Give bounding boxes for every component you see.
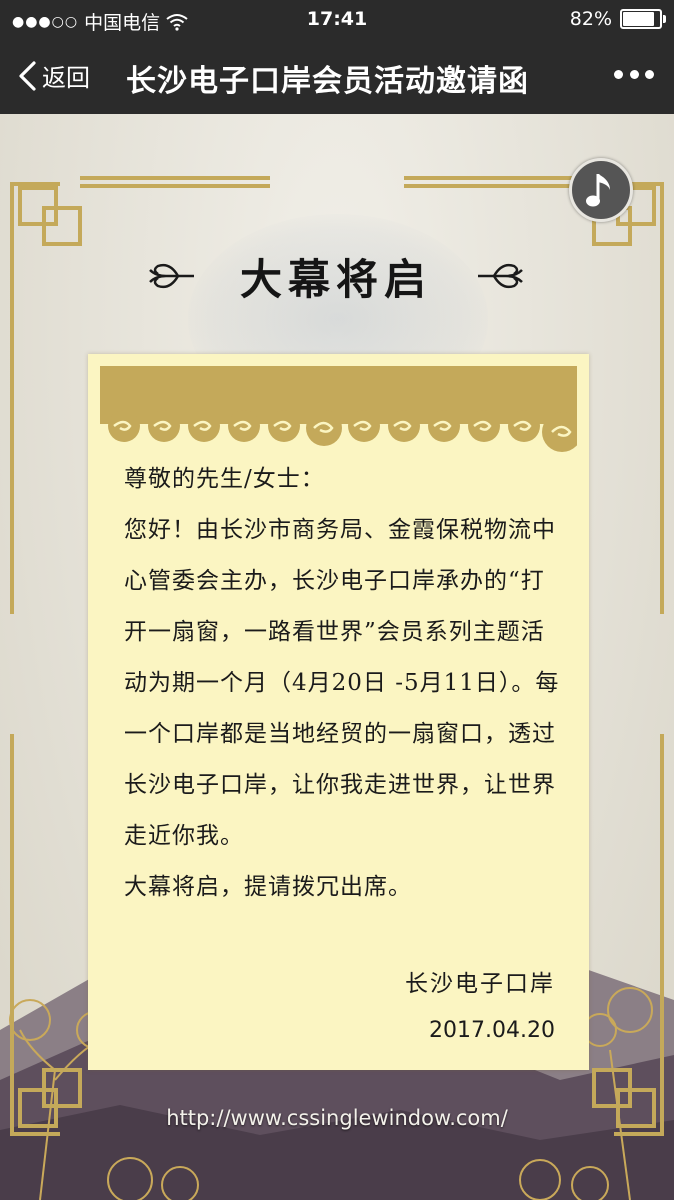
page-title: 长沙电子口岸会员活动邀请函 (126, 64, 529, 99)
more-button[interactable] (614, 64, 654, 84)
wifi-icon (166, 13, 188, 31)
letter-greeting: 尊敬的先生/女士： (124, 466, 325, 492)
website-link[interactable]: http://www.cssinglewindow.com/ (166, 1106, 508, 1130)
card-top-band (100, 366, 577, 414)
back-button[interactable]: 返回 (16, 58, 90, 93)
battery-fill (623, 12, 655, 26)
nav-bar: 返回 长沙电子口岸会员活动邀请函 (0, 40, 674, 114)
carrier-label: 中国电信 (84, 12, 161, 34)
more-dot (629, 69, 639, 79)
letter-body: 尊敬的先生/女士： 您好！由长沙市商务局、金霞保税物流中心管委会主办，长沙电子口… (124, 454, 564, 913)
status-left: ●●●○○ 中国电信 (12, 8, 188, 35)
more-dot (614, 69, 623, 79)
music-note-icon (586, 174, 610, 207)
invitation-content[interactable]: 大幕将启 (0, 114, 674, 1200)
left-ornament-icon (149, 263, 194, 289)
back-label: 返回 (42, 64, 90, 92)
status-time: 17:41 (306, 8, 368, 30)
invitation-heading: 大幕将启 (239, 254, 432, 304)
battery-cap (663, 15, 666, 23)
chevron-left-icon (19, 60, 36, 91)
letter-date: 2017.04.20 (429, 1018, 555, 1043)
right-ornament-icon (477, 263, 523, 289)
status-bar: ●●●○○ 中国电信 17:41 82% (0, 0, 674, 40)
music-toggle-button[interactable] (569, 158, 633, 222)
battery-icon (620, 9, 666, 29)
more-dot (645, 69, 654, 79)
letter-closing: 大幕将启，提请拨冗出席。 (124, 874, 412, 900)
cloud-pattern (100, 410, 577, 452)
heading-row: 大幕将启 (148, 244, 524, 308)
invitation-card: 尊敬的先生/女士： 您好！由长沙市商务局、金霞保税物流中心管委会主办，长沙电子口… (88, 354, 589, 1070)
battery-percent: 82% (569, 8, 612, 30)
status-right: 82% (569, 8, 666, 30)
letter-paragraph: 您好！由长沙市商务局、金霞保税物流中心管委会主办，长沙电子口岸承办的“打开一扇窗… (124, 517, 560, 849)
signal-strength-icon: ●●●○○ (12, 13, 79, 30)
letter-signature: 长沙电子口岸 (405, 971, 555, 997)
